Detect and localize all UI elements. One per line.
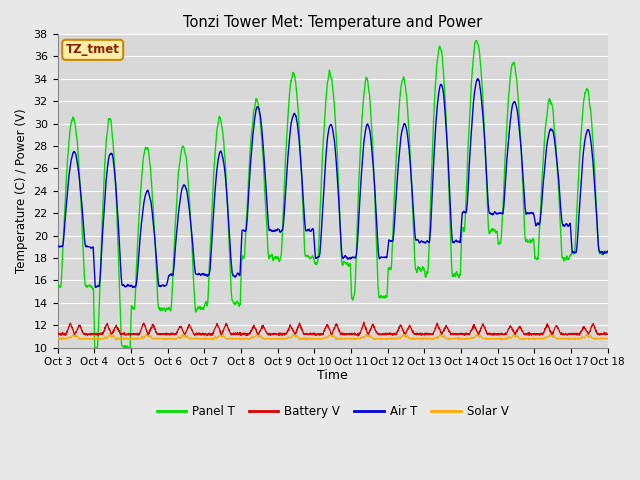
Air T xyxy=(556,188,563,194)
Text: TZ_tmet: TZ_tmet xyxy=(66,43,120,56)
Battery V xyxy=(493,332,500,338)
Battery V xyxy=(360,319,367,325)
Solar V xyxy=(493,336,500,341)
Title: Tonzi Tower Met: Temperature and Power: Tonzi Tower Met: Temperature and Power xyxy=(183,15,482,30)
Air T xyxy=(349,254,356,260)
Air T xyxy=(571,250,579,255)
Line: Battery V: Battery V xyxy=(58,322,608,336)
Line: Air T: Air T xyxy=(58,79,608,288)
Y-axis label: Temperature (C) / Power (V): Temperature (C) / Power (V) xyxy=(15,108,28,273)
Solar V xyxy=(349,336,356,342)
Panel T xyxy=(91,345,99,350)
Solar V xyxy=(556,336,563,342)
Panel T xyxy=(472,38,480,44)
Air T xyxy=(493,210,500,216)
Battery V xyxy=(207,333,215,338)
Air T xyxy=(361,134,369,140)
Panel T xyxy=(493,228,500,234)
Panel T xyxy=(349,296,356,301)
Battery V xyxy=(556,329,563,335)
Solar V xyxy=(54,336,61,342)
Solar V xyxy=(604,336,612,342)
Air T xyxy=(474,76,482,82)
Battery V xyxy=(349,331,356,337)
Panel T xyxy=(54,283,61,289)
Panel T xyxy=(207,225,215,230)
Battery V xyxy=(361,323,369,328)
Battery V xyxy=(571,332,579,337)
Legend: Panel T, Battery V, Air T, Solar V: Panel T, Battery V, Air T, Solar V xyxy=(152,401,513,423)
Air T xyxy=(604,248,612,254)
Solar V xyxy=(106,331,113,337)
Line: Panel T: Panel T xyxy=(58,41,608,348)
Panel T xyxy=(556,204,563,210)
Solar V xyxy=(571,335,579,341)
Solar V xyxy=(240,337,248,343)
Panel T xyxy=(361,85,369,91)
Air T xyxy=(54,244,61,250)
Air T xyxy=(129,285,137,290)
Panel T xyxy=(604,249,612,254)
Solar V xyxy=(207,336,215,341)
Air T xyxy=(207,250,215,256)
Battery V xyxy=(54,332,61,337)
X-axis label: Time: Time xyxy=(317,369,348,382)
Battery V xyxy=(355,333,362,339)
Panel T xyxy=(571,249,579,254)
Line: Solar V: Solar V xyxy=(58,334,608,340)
Battery V xyxy=(604,332,612,337)
Solar V xyxy=(361,335,369,340)
